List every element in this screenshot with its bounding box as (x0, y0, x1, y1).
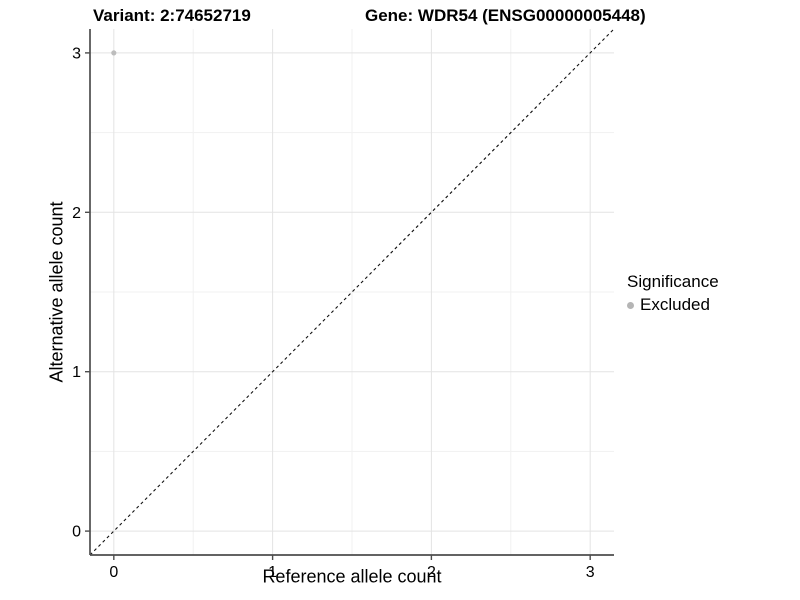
plot-title-gene: Gene: WDR54 (ENSG00000005448) (365, 6, 646, 25)
identity-line (89, 28, 615, 556)
legend-point-icon (627, 301, 634, 309)
x-tick-label: 3 (586, 564, 595, 581)
legend-title: Significance (627, 272, 719, 291)
x-tick-label: 1 (268, 564, 277, 581)
x-tick-label: 2 (427, 564, 436, 581)
plot-title-variant: Variant: 2:74652719 (93, 6, 251, 25)
legend-entry-excluded: Excluded (627, 295, 719, 315)
y-axis-title: Alternative allele count (46, 201, 67, 383)
y-tick-label: 2 (72, 205, 81, 222)
y-tick-label: 3 (72, 45, 81, 62)
y-tick-label: 0 (72, 524, 81, 541)
y-tick-label: 1 (72, 364, 81, 381)
legend: Significance Excluded (627, 272, 719, 315)
data-point-excluded (111, 50, 117, 56)
x-tick-label: 0 (109, 564, 118, 581)
x-axis-title: Reference allele count (262, 566, 442, 587)
legend-entry-label: Excluded (640, 295, 710, 314)
